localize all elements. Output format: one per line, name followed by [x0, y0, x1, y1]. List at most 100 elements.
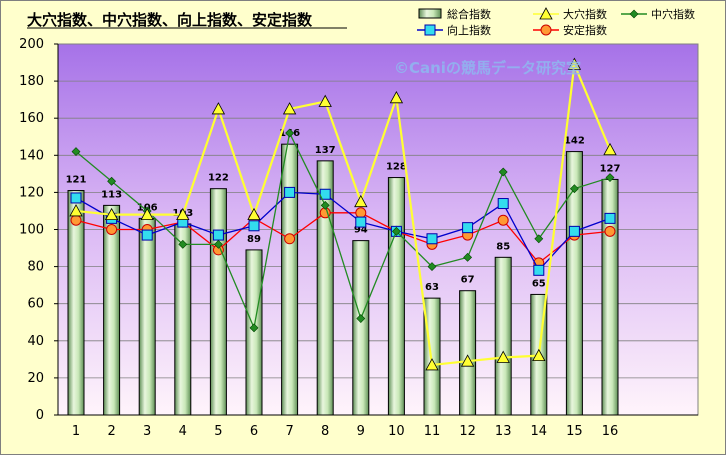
bar — [174, 223, 192, 416]
legend-item: 総合指数 — [418, 7, 491, 21]
x-tick-label: 5 — [214, 424, 222, 439]
bar-data-label: 89 — [247, 234, 261, 245]
point-marker — [539, 7, 553, 20]
point-marker — [70, 214, 82, 226]
y-tick-label: 40 — [27, 334, 44, 349]
point-marker — [540, 24, 552, 36]
bar-data-label: 121 — [66, 175, 87, 186]
point-marker — [104, 207, 119, 221]
point-marker — [356, 314, 366, 323]
y-tick-label: 180 — [19, 74, 44, 89]
point-marker — [71, 147, 81, 157]
legend-item: 安定指数 — [533, 23, 607, 37]
point-marker — [424, 24, 436, 36]
y-tick-label: 140 — [19, 148, 44, 163]
x-tick-label: 15 — [566, 424, 583, 439]
series-line — [75, 212, 611, 264]
bar-data-label: 85 — [496, 241, 510, 252]
x-tick-label: 8 — [321, 424, 329, 439]
y-tick-label: 120 — [19, 185, 44, 200]
point-marker — [284, 186, 296, 198]
y-tick-label: 80 — [27, 260, 44, 275]
bar-data-label: 67 — [461, 275, 475, 286]
point-marker — [462, 222, 474, 234]
bar — [494, 256, 512, 416]
lines — [69, 57, 617, 371]
y-tick-label: 100 — [19, 223, 44, 238]
point-marker — [318, 94, 332, 107]
bar — [281, 143, 299, 416]
point-marker — [426, 233, 438, 245]
x-tick-label: 9 — [357, 424, 365, 439]
point-marker — [211, 102, 226, 115]
y-tick-label: 0 — [36, 408, 44, 423]
point-marker — [106, 224, 118, 235]
point-marker — [629, 9, 639, 19]
bars — [67, 143, 619, 416]
legend-label: 安定指数 — [563, 23, 607, 37]
series-line — [75, 130, 611, 331]
point-marker — [569, 184, 579, 194]
point-marker — [391, 226, 401, 236]
point-marker — [496, 350, 510, 363]
point-marker — [247, 207, 261, 221]
point-marker — [603, 142, 617, 156]
x-tick-label: 16 — [602, 424, 619, 439]
point-marker — [213, 239, 223, 249]
series-line — [75, 60, 612, 367]
bar — [387, 177, 405, 416]
point-marker — [140, 207, 154, 221]
bar-data-label: 63 — [425, 282, 439, 293]
grid — [58, 80, 698, 379]
legend-item: 向上指数 — [417, 23, 491, 37]
point-marker — [178, 239, 188, 249]
bar-labels: 1211131061031228914613794128636785651421… — [66, 128, 621, 293]
point-marker — [463, 252, 473, 262]
point-marker — [176, 207, 190, 221]
x-tick-label: 11 — [424, 424, 441, 439]
x-tick-label: 10 — [388, 424, 405, 439]
bar-data-label: 142 — [564, 136, 585, 147]
point-marker — [567, 57, 582, 70]
bar-data-label: 137 — [315, 145, 336, 156]
bar-data-label: 128 — [386, 162, 407, 173]
point-marker — [389, 90, 404, 104]
bar — [138, 217, 156, 416]
y-tick-label: 160 — [19, 111, 44, 126]
point-marker — [285, 128, 295, 138]
legend-label: 大穴指数 — [563, 7, 607, 21]
bar — [103, 204, 121, 416]
legend-item: 中穴指数 — [621, 7, 695, 21]
legend-label: 向上指数 — [447, 23, 491, 37]
point-marker — [107, 176, 117, 186]
y-tick-label: 200 — [19, 37, 44, 52]
y-axis: 0 20 40 60 80 100 120 140 160 180 200 — [19, 37, 698, 423]
point-marker — [355, 216, 367, 228]
point-marker — [354, 194, 368, 208]
watermark: ©Caniの競馬データ研究室 — [394, 59, 581, 77]
point-marker — [497, 214, 509, 226]
x-tick-label: 1 — [72, 424, 80, 439]
point-marker — [498, 167, 508, 177]
legend-label: 中穴指数 — [651, 7, 695, 21]
x-tick-label: 6 — [250, 424, 258, 439]
bar-data-label: 94 — [354, 225, 368, 236]
point-marker — [460, 354, 475, 367]
point-marker — [604, 212, 616, 224]
legend-swatch — [418, 8, 442, 19]
point-marker — [533, 264, 545, 276]
series-大穴指数 — [69, 57, 617, 371]
legend-label: 総合指数 — [447, 7, 491, 21]
bar-data-label: 127 — [600, 163, 621, 174]
bar — [209, 188, 227, 416]
series-line — [75, 191, 611, 272]
x-tick-label: 14 — [531, 424, 548, 439]
chart-title: 大穴指数、中穴指数、向上指数、安定指数 — [27, 11, 313, 29]
y-tick-label: 20 — [27, 371, 44, 386]
bar-data-label: 65 — [532, 278, 546, 289]
x-tick-label: 4 — [179, 424, 187, 439]
point-marker — [355, 207, 367, 219]
x-tick-label: 12 — [459, 424, 476, 439]
